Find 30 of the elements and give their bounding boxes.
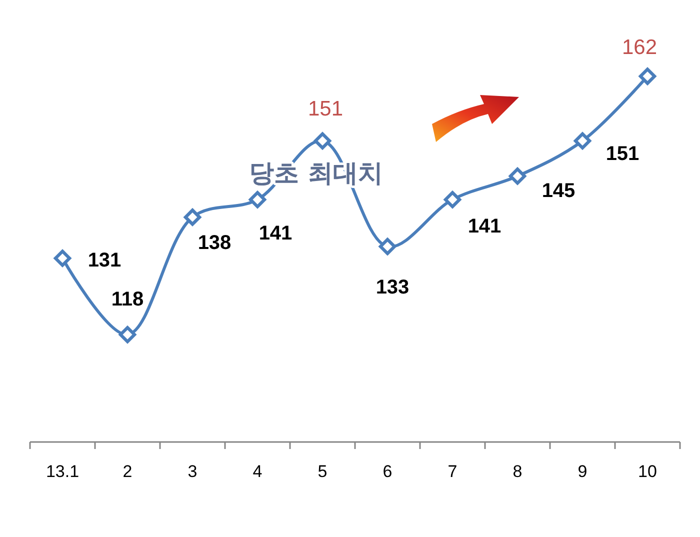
- annotation: 162: [622, 36, 658, 59]
- data-label: 118: [111, 288, 144, 311]
- x-tick-label: 13.1: [46, 462, 80, 481]
- x-tick-label: 3: [188, 462, 198, 481]
- x-tick-label: 5: [318, 462, 328, 481]
- point: [508, 168, 526, 185]
- data-label: 131: [88, 249, 122, 272]
- x-tick-label: 8: [512, 462, 522, 481]
- data-label: 138: [198, 232, 232, 254]
- point: [378, 238, 396, 256]
- point: [54, 250, 72, 267]
- data-label: 151: [606, 142, 640, 165]
- data-label: 133: [376, 276, 410, 299]
- x-tick-label: 9: [578, 462, 588, 481]
- point: [184, 208, 202, 226]
- x-tick-label: 4: [252, 462, 262, 481]
- point: [248, 190, 266, 208]
- data-label: 141: [258, 222, 292, 245]
- x-tick-label: 2: [122, 462, 132, 481]
- point: [574, 132, 592, 150]
- point: [118, 326, 136, 344]
- point: [314, 132, 332, 150]
- x-tick-label: 10: [638, 462, 657, 481]
- annotation: 151: [308, 97, 344, 120]
- data-label: 145: [542, 180, 576, 202]
- point: [444, 190, 462, 208]
- data-label: 141: [468, 216, 502, 238]
- point: [638, 68, 656, 85]
- x-tick-label: 7: [448, 462, 458, 481]
- x-tick-label: 6: [382, 462, 392, 481]
